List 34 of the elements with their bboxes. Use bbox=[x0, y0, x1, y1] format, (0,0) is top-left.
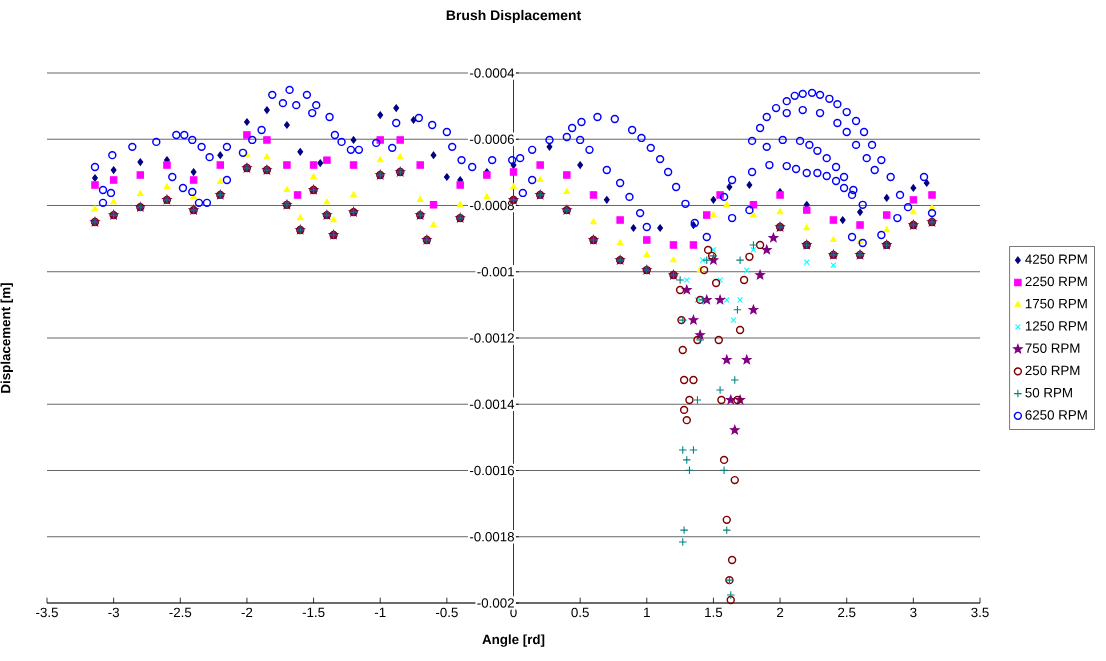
legend-label: 6250 RPM bbox=[1025, 410, 1087, 420]
legend-label: 4250 RPM bbox=[1025, 254, 1087, 264]
x-tick-label: 3.5 bbox=[971, 607, 989, 618]
y-tick-label: -0.0014 bbox=[469, 399, 515, 409]
y-tick-label: -0.0008 bbox=[469, 200, 514, 211]
x-tick-label: 1.5 bbox=[705, 607, 723, 618]
y-tick-label: -0.0004 bbox=[469, 68, 515, 78]
x-tick-label: -2.5 bbox=[169, 607, 192, 618]
x-tick-label: -1.5 bbox=[302, 607, 325, 618]
y-tick-label: -0.0006 bbox=[469, 134, 514, 144]
x-axis-title: Angle [rd] bbox=[482, 634, 545, 647]
x-tick-label: 1 bbox=[644, 607, 650, 617]
y-tick-label: -0.0012 bbox=[469, 333, 514, 343]
x-tick-label: 2.5 bbox=[838, 607, 856, 618]
x-tick-label: 2 bbox=[777, 607, 784, 618]
legend-label: 250 RPM bbox=[1025, 365, 1080, 376]
x-tick-label: -2 bbox=[241, 607, 253, 618]
y-tick-label: -0.001 bbox=[477, 267, 514, 277]
y-axis-title: Displacement [m] bbox=[0, 283, 13, 393]
x-tick-label: 3 bbox=[910, 607, 917, 618]
x-tick-label: -1 bbox=[374, 607, 386, 617]
chart-title: Brush Displacement bbox=[446, 9, 581, 23]
x-tick-label: -0.5 bbox=[435, 607, 458, 618]
y-tick-label: -0.0018 bbox=[469, 532, 514, 542]
x-tick-label: 0.5 bbox=[571, 607, 589, 618]
x-tick-label: -3.5 bbox=[36, 607, 58, 618]
y-tick-label: -0.0016 bbox=[469, 465, 514, 476]
legend-label: 50 RPM bbox=[1025, 387, 1072, 398]
legend-label: 2250 RPM bbox=[1025, 276, 1087, 287]
x-tick-label: -3 bbox=[108, 607, 119, 618]
legend-label: 1750 RPM bbox=[1025, 298, 1087, 309]
legend-label: 1250 RPM bbox=[1025, 321, 1087, 331]
y-tick-label: -0.002 bbox=[477, 598, 514, 608]
legend-label: 750 RPM bbox=[1025, 343, 1080, 353]
